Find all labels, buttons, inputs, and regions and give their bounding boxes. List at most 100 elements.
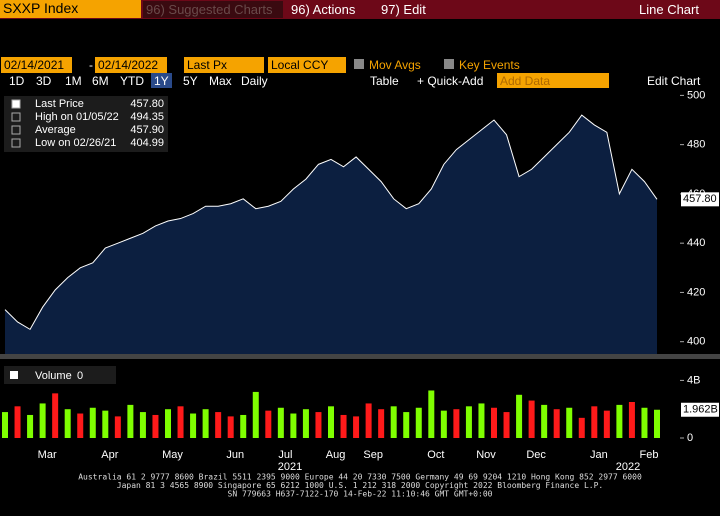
volume-bar <box>440 410 447 438</box>
date-dash: - <box>89 58 93 72</box>
volume-bar <box>77 413 84 438</box>
table-button[interactable]: Table <box>370 74 399 88</box>
volume-bar <box>328 406 334 438</box>
x-tick-label: Aug <box>326 449 346 461</box>
volume-bar <box>465 406 472 438</box>
ticker[interactable]: SXXP Index <box>0 0 141 18</box>
volume-bar <box>89 407 96 438</box>
last-value-label: 457.80 <box>683 193 717 205</box>
x-tick-label: Mar <box>38 449 57 461</box>
period-button[interactable]: 5Y <box>183 74 198 88</box>
volume-bar <box>541 404 548 438</box>
price-line <box>4 114 658 331</box>
legend-icon <box>10 371 18 379</box>
end-date[interactable]: 02/14/2022 <box>95 57 167 73</box>
last-value-label: 1.962B <box>683 404 718 416</box>
edit-menu[interactable]: 97) Edit <box>381 2 426 17</box>
view-name: Line Chart <box>639 2 699 17</box>
mov-avgs[interactable]: Mov Avgs <box>369 58 421 72</box>
volume-bar <box>365 403 372 438</box>
x-tick-label: Jul <box>278 449 292 461</box>
checkbox[interactable] <box>444 59 454 69</box>
volume-bar <box>114 416 121 438</box>
volume-bar <box>252 391 259 438</box>
y-tick-label: 4B <box>687 374 700 386</box>
volume-bar <box>528 400 535 438</box>
currency[interactable]: Local CCY <box>268 57 346 73</box>
volume-bar <box>2 412 8 438</box>
stat-icon <box>11 125 21 135</box>
volume-bar <box>516 394 523 438</box>
volume-bar <box>302 409 309 438</box>
volume-bar <box>177 406 184 438</box>
volume-bar <box>390 406 397 438</box>
volume-bar <box>139 412 146 438</box>
y-tick-label: 420 <box>687 286 705 298</box>
volume-bar <box>190 413 197 438</box>
period-button[interactable]: 3D <box>36 74 52 88</box>
volume-bar <box>152 414 159 438</box>
stat-value: 494.35 <box>130 111 164 123</box>
period-button[interactable]: 6M <box>92 74 109 88</box>
volume-bar <box>202 409 209 438</box>
last-value-box <box>681 192 719 207</box>
y-tick-label: 480 <box>687 139 705 151</box>
actions-menu[interactable]: 96) Actions <box>291 2 356 17</box>
volume-bar <box>415 407 422 438</box>
stat-icon <box>11 99 21 109</box>
stat-icon <box>11 138 21 148</box>
volume-bar <box>215 412 222 438</box>
suggested-charts[interactable]: 96) Suggested Charts <box>143 1 283 18</box>
stat-label: Average <box>35 124 76 136</box>
add-data[interactable]: Add Data <box>497 73 609 89</box>
last-value-box <box>681 402 719 417</box>
volume-bar <box>491 407 497 438</box>
stat-value: 457.90 <box>130 124 164 136</box>
volume-bar <box>578 417 585 438</box>
volume-bar <box>603 410 610 438</box>
frequency[interactable]: Daily <box>241 74 268 88</box>
stat-label: High on 01/05/22 <box>35 111 119 123</box>
volume-bar <box>165 409 171 438</box>
pane-divider <box>0 354 720 359</box>
stat-label: Last Price <box>35 98 84 110</box>
start-date[interactable]: 02/14/2021 <box>1 57 72 73</box>
footer-line: Japan 81 3 4565 8900 Singapore 65 6212 1… <box>117 481 603 490</box>
volume-bar <box>64 409 71 438</box>
volume-bar <box>265 410 272 438</box>
period-button[interactable]: 1D <box>9 74 25 88</box>
volume-bar <box>453 409 460 438</box>
price-area <box>5 115 657 354</box>
y-tick-label: 0 <box>687 432 693 444</box>
x-tick-label: Apr <box>101 449 118 461</box>
volume-bar <box>591 406 598 438</box>
x-tick-label: Sep <box>363 449 383 461</box>
volume-bar <box>566 407 573 438</box>
x-tick-label: Feb <box>640 449 659 461</box>
year-label: 2022 <box>616 461 640 473</box>
period-button[interactable]: YTD <box>120 74 144 88</box>
volume-bar <box>378 409 385 438</box>
y-tick-label: 440 <box>687 237 705 249</box>
volume-bar <box>654 409 660 438</box>
field[interactable]: Last Px <box>184 57 264 73</box>
edit-chart[interactable]: Edit Chart <box>647 74 701 88</box>
y-tick-label: 500 <box>687 89 705 101</box>
volume-bar <box>628 402 635 438</box>
volume-bar <box>227 416 234 438</box>
stat-label: Low on 02/26/21 <box>35 137 116 149</box>
stat-icon <box>11 112 21 122</box>
x-tick-label: Jan <box>590 449 608 461</box>
period-button[interactable]: 1Y <box>151 73 172 90</box>
x-tick-label: May <box>162 449 183 461</box>
checkbox[interactable] <box>354 59 364 69</box>
period-button[interactable]: 1M <box>65 74 82 88</box>
volume-bar <box>428 390 435 438</box>
volume-bar <box>290 413 297 438</box>
period-button[interactable]: Max <box>209 74 232 88</box>
quick-add[interactable]: + Quick-Add <box>417 74 484 88</box>
key-events[interactable]: Key Events <box>459 58 520 72</box>
volume-bar <box>616 404 623 438</box>
footer-line: SN 779663 H637-7122-170 14-Feb-22 11:10:… <box>228 490 493 499</box>
